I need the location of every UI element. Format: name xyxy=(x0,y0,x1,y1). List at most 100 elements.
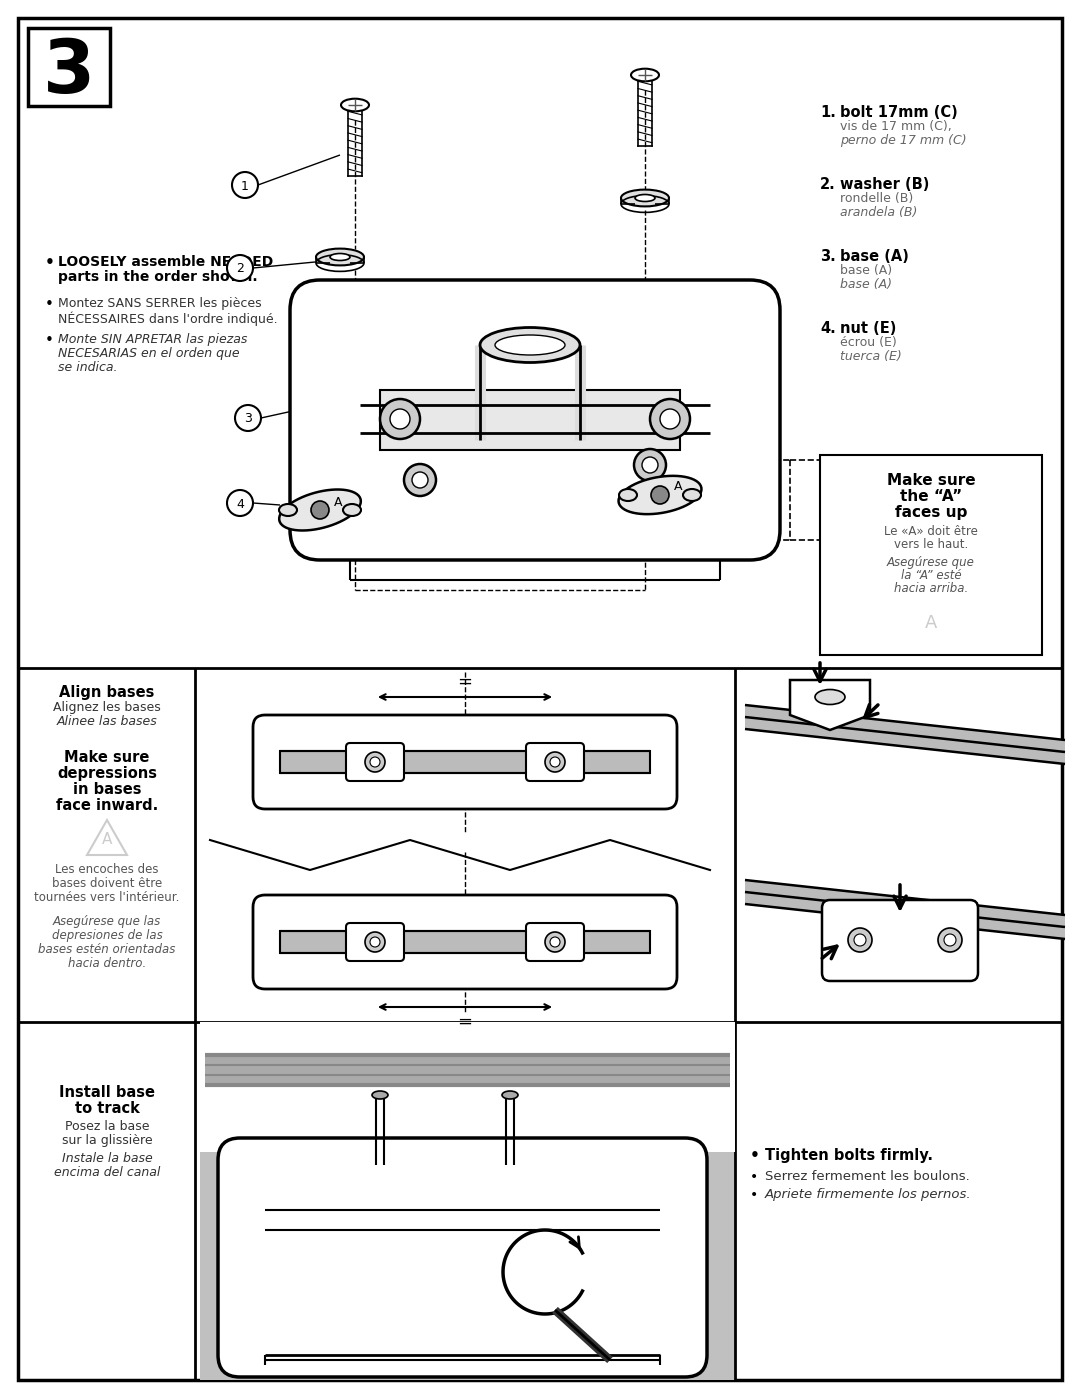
Ellipse shape xyxy=(372,1091,388,1099)
Text: face inward.: face inward. xyxy=(56,798,158,813)
Text: NÉCESSAIRES dans l'ordre indiqué.: NÉCESSAIRES dans l'ordre indiqué. xyxy=(58,312,278,326)
Circle shape xyxy=(651,486,669,504)
Text: Make sure: Make sure xyxy=(65,750,150,766)
Text: 1: 1 xyxy=(241,179,248,193)
Circle shape xyxy=(404,464,436,496)
Text: to track: to track xyxy=(75,1101,139,1116)
FancyBboxPatch shape xyxy=(526,923,584,961)
Text: •: • xyxy=(45,256,55,270)
Circle shape xyxy=(365,752,384,773)
Circle shape xyxy=(235,405,261,432)
Circle shape xyxy=(944,935,956,946)
Text: 4.: 4. xyxy=(820,321,836,337)
Text: 2.: 2. xyxy=(820,177,836,191)
Text: 3: 3 xyxy=(43,35,95,109)
Ellipse shape xyxy=(316,249,364,265)
Circle shape xyxy=(411,472,428,488)
Text: écrou (E): écrou (E) xyxy=(840,337,896,349)
Circle shape xyxy=(642,457,658,474)
Circle shape xyxy=(848,928,872,951)
Ellipse shape xyxy=(502,1091,518,1099)
Circle shape xyxy=(390,409,410,429)
FancyBboxPatch shape xyxy=(253,895,677,989)
Ellipse shape xyxy=(815,690,845,704)
Text: the “A”: the “A” xyxy=(900,489,962,504)
Bar xyxy=(820,455,1042,655)
Bar xyxy=(280,930,650,953)
Text: Instale la base: Instale la base xyxy=(62,1153,152,1165)
Ellipse shape xyxy=(635,194,654,201)
Text: rondelle (B): rondelle (B) xyxy=(840,191,914,205)
Text: Posez la base: Posez la base xyxy=(65,1120,149,1133)
Text: A: A xyxy=(334,496,342,509)
Circle shape xyxy=(545,752,565,773)
FancyBboxPatch shape xyxy=(291,279,780,560)
Polygon shape xyxy=(745,705,1065,764)
Text: Monte SIN APRETAR las piezas: Monte SIN APRETAR las piezas xyxy=(58,332,247,346)
Text: =: = xyxy=(458,1013,473,1031)
Text: •: • xyxy=(750,1171,758,1185)
Bar xyxy=(380,390,680,450)
Text: 2: 2 xyxy=(237,263,244,275)
Text: perno de 17 mm (C): perno de 17 mm (C) xyxy=(840,134,967,147)
Bar xyxy=(205,1055,730,1085)
Ellipse shape xyxy=(341,99,369,112)
Ellipse shape xyxy=(330,253,350,260)
Text: parts in the order shown.: parts in the order shown. xyxy=(58,270,258,284)
Text: vis de 17 mm (C),: vis de 17 mm (C), xyxy=(840,120,951,133)
Text: •: • xyxy=(45,332,54,348)
Text: 1.: 1. xyxy=(820,105,836,120)
Text: bolt 17mm (C): bolt 17mm (C) xyxy=(840,105,958,120)
Text: Le «A» doit être: Le «A» doit être xyxy=(885,525,977,538)
Text: Install base: Install base xyxy=(59,1085,156,1099)
Ellipse shape xyxy=(631,68,659,81)
Circle shape xyxy=(634,448,666,481)
Text: Serrez fermement les boulons.: Serrez fermement les boulons. xyxy=(765,1171,970,1183)
Text: •: • xyxy=(750,1148,760,1162)
Ellipse shape xyxy=(480,327,580,362)
Text: base (A): base (A) xyxy=(840,264,892,277)
Text: tuerca (E): tuerca (E) xyxy=(840,351,902,363)
Text: encima del canal: encima del canal xyxy=(54,1166,160,1179)
Text: nut (E): nut (E) xyxy=(840,321,896,337)
Ellipse shape xyxy=(279,504,297,515)
Text: depresiones de las: depresiones de las xyxy=(52,929,162,942)
Text: =: = xyxy=(458,673,473,692)
FancyBboxPatch shape xyxy=(526,743,584,781)
Ellipse shape xyxy=(621,190,669,207)
Text: faces up: faces up xyxy=(895,504,968,520)
Text: Asegúrese que las: Asegúrese que las xyxy=(53,915,161,928)
Circle shape xyxy=(370,757,380,767)
Polygon shape xyxy=(619,476,701,514)
Text: base (A): base (A) xyxy=(840,278,892,291)
Polygon shape xyxy=(745,880,1065,939)
Ellipse shape xyxy=(619,489,637,502)
Text: washer (B): washer (B) xyxy=(840,177,930,191)
Text: se indica.: se indica. xyxy=(58,360,118,374)
Bar xyxy=(280,752,650,773)
Text: A: A xyxy=(102,831,112,847)
Text: Les encoches des: Les encoches des xyxy=(55,863,159,876)
Text: Alignez les bases: Alignez les bases xyxy=(53,701,161,714)
Text: base (A): base (A) xyxy=(840,249,909,264)
Circle shape xyxy=(365,932,384,951)
Circle shape xyxy=(227,490,253,515)
Circle shape xyxy=(370,937,380,947)
Circle shape xyxy=(311,502,329,520)
Circle shape xyxy=(550,757,561,767)
Circle shape xyxy=(650,400,690,439)
FancyBboxPatch shape xyxy=(822,900,978,981)
Text: Apriete firmemente los pernos.: Apriete firmemente los pernos. xyxy=(765,1187,972,1201)
Text: depressions: depressions xyxy=(57,766,157,781)
Text: in bases: in bases xyxy=(72,782,141,798)
Text: Alinee las bases: Alinee las bases xyxy=(56,715,158,728)
Text: A: A xyxy=(674,481,683,493)
Text: NECESARIAS en el orden que: NECESARIAS en el orden que xyxy=(58,346,240,360)
Polygon shape xyxy=(789,680,870,731)
Ellipse shape xyxy=(495,335,565,355)
Text: LOOSELY assemble NEEDED: LOOSELY assemble NEEDED xyxy=(58,256,273,270)
Circle shape xyxy=(854,935,866,946)
Text: 4: 4 xyxy=(237,497,244,510)
Text: vers le haut.: vers le haut. xyxy=(894,538,968,550)
FancyBboxPatch shape xyxy=(346,923,404,961)
